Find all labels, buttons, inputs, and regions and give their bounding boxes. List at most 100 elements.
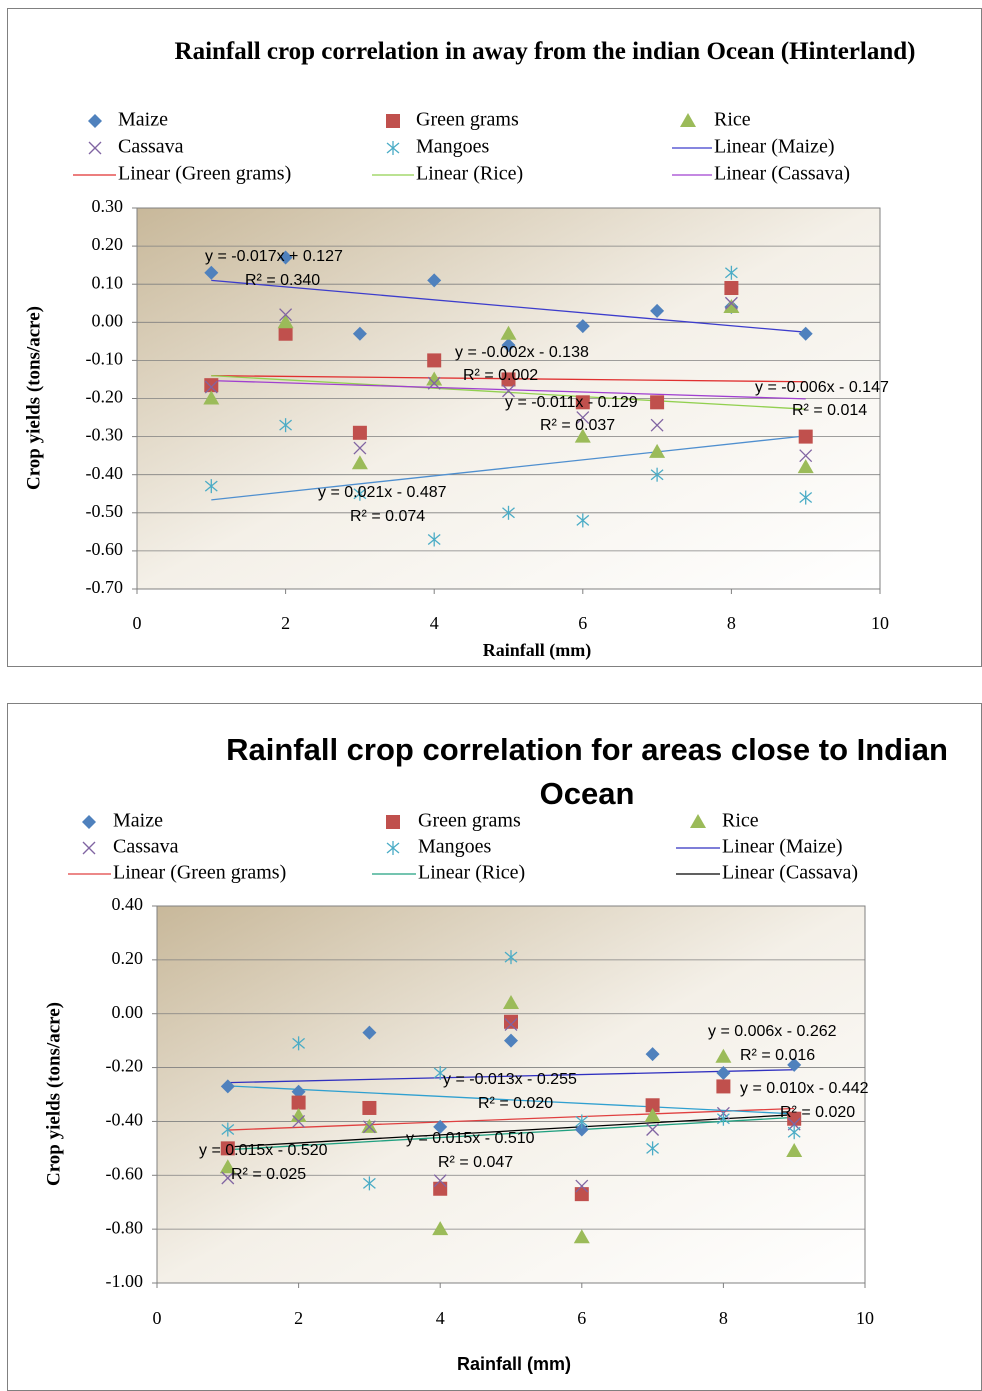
legend-label: Linear (Rice): [416, 163, 523, 185]
data-point: [433, 1119, 448, 1134]
marker-shape: [787, 1111, 802, 1126]
trendline: [211, 435, 806, 501]
data-point: [221, 1171, 235, 1185]
trendline-equation: y = -0.002x - 0.138: [455, 344, 589, 361]
marker-shape: [88, 114, 102, 128]
legend-label: Maize: [118, 109, 168, 131]
x-tick-label: 10: [856, 1308, 874, 1328]
marker-shape: [82, 815, 96, 829]
x-tick-label: 4: [430, 613, 439, 633]
marker-shape: [799, 449, 813, 463]
legend-marker: [88, 114, 102, 128]
data-point: [576, 411, 590, 425]
data-point: [724, 265, 738, 280]
legend-label: Cassava: [118, 136, 184, 158]
y-tick-label: -0.20: [86, 387, 124, 407]
trendline: [211, 374, 806, 410]
y-tick-label: -0.10: [86, 349, 124, 369]
legend-label: Linear (Maize): [722, 836, 842, 858]
plot-area: [156, 905, 866, 1284]
marker-shape: [501, 372, 516, 387]
legend-marker: [690, 814, 706, 828]
marker-shape: [220, 1079, 235, 1094]
marker-shape: [504, 1033, 518, 1048]
marker-shape: [204, 380, 218, 394]
trendline: [211, 379, 806, 400]
marker-shape: [650, 418, 664, 432]
data-point: [799, 449, 813, 463]
data-point: [504, 1033, 518, 1048]
marker-shape: [650, 303, 665, 318]
y-tick-label: 0.00: [92, 310, 124, 330]
marker-shape: [88, 141, 102, 155]
data-point: [353, 486, 367, 501]
data-point: [427, 273, 442, 288]
x-tick-label: 2: [281, 613, 290, 633]
data-point: [204, 265, 219, 280]
data-point: [500, 325, 517, 340]
data-point: [649, 443, 666, 458]
marker-shape: [716, 1065, 731, 1080]
y-tick-label: -0.70: [86, 577, 124, 597]
marker-shape: [386, 842, 400, 854]
marker-shape: [427, 273, 442, 288]
marker-shape: [278, 250, 293, 265]
marker-shape: [646, 1123, 660, 1136]
legend-label: Green grams: [418, 810, 521, 832]
data-point: [716, 1111, 730, 1126]
data-point: [220, 1079, 235, 1094]
marker-shape: [575, 1115, 589, 1127]
trendline: [227, 1069, 795, 1084]
marker-shape: [575, 395, 590, 410]
data-point: [797, 459, 814, 474]
trendline-r2: R² = 0.037: [540, 417, 615, 434]
trendline-equation: y = 0.021x - 0.487: [318, 484, 447, 501]
marker-shape: [351, 455, 368, 470]
legend-marker: [82, 841, 96, 855]
data-point: [646, 1141, 660, 1156]
data-point: [786, 1143, 803, 1158]
marker-shape: [386, 815, 400, 829]
data-point: [279, 418, 293, 433]
marker-shape: [501, 338, 516, 353]
data-point: [292, 1114, 306, 1128]
marker-shape: [649, 443, 666, 458]
marker-shape: [724, 267, 738, 279]
data-point: [427, 376, 441, 390]
x-tick-label: 0: [133, 613, 142, 633]
data-point: [575, 1179, 589, 1193]
y-tick-label: -0.40: [86, 463, 124, 483]
x-axis-title: Rainfall (mm): [483, 640, 591, 661]
marker-shape: [426, 371, 443, 386]
data-point: [290, 1108, 307, 1123]
legend-label: Linear (Maize): [714, 136, 834, 158]
marker-shape: [291, 1084, 306, 1099]
y-tick-label: -0.80: [106, 1217, 144, 1237]
marker-shape: [433, 1119, 448, 1134]
y-tick-label: 0.20: [112, 948, 144, 968]
marker-shape: [278, 326, 293, 341]
trendline-r2: R² = 0.047: [438, 1154, 513, 1171]
marker-shape: [204, 378, 219, 393]
marker-shape: [574, 428, 591, 443]
data-point: [291, 1095, 306, 1110]
data-point: [433, 1181, 448, 1196]
marker-shape: [716, 1113, 730, 1125]
marker-shape: [574, 1122, 589, 1137]
data-point: [798, 429, 813, 444]
x-tick-label: 10: [871, 613, 889, 633]
trendline: [227, 1107, 795, 1131]
legend-label: Mangoes: [418, 836, 492, 858]
data-point: [278, 326, 293, 341]
trendline-r2: R² = 0.025: [231, 1166, 306, 1183]
trendline: [211, 279, 806, 333]
trendline: [227, 1114, 795, 1148]
marker-shape: [433, 1181, 448, 1196]
data-point: [503, 994, 519, 1009]
y-tick-label: -1.00: [106, 1271, 144, 1291]
data-point: [787, 1057, 802, 1072]
x-tick-label: 6: [577, 1308, 586, 1328]
marker-shape: [798, 326, 813, 341]
marker-shape: [504, 1014, 518, 1029]
